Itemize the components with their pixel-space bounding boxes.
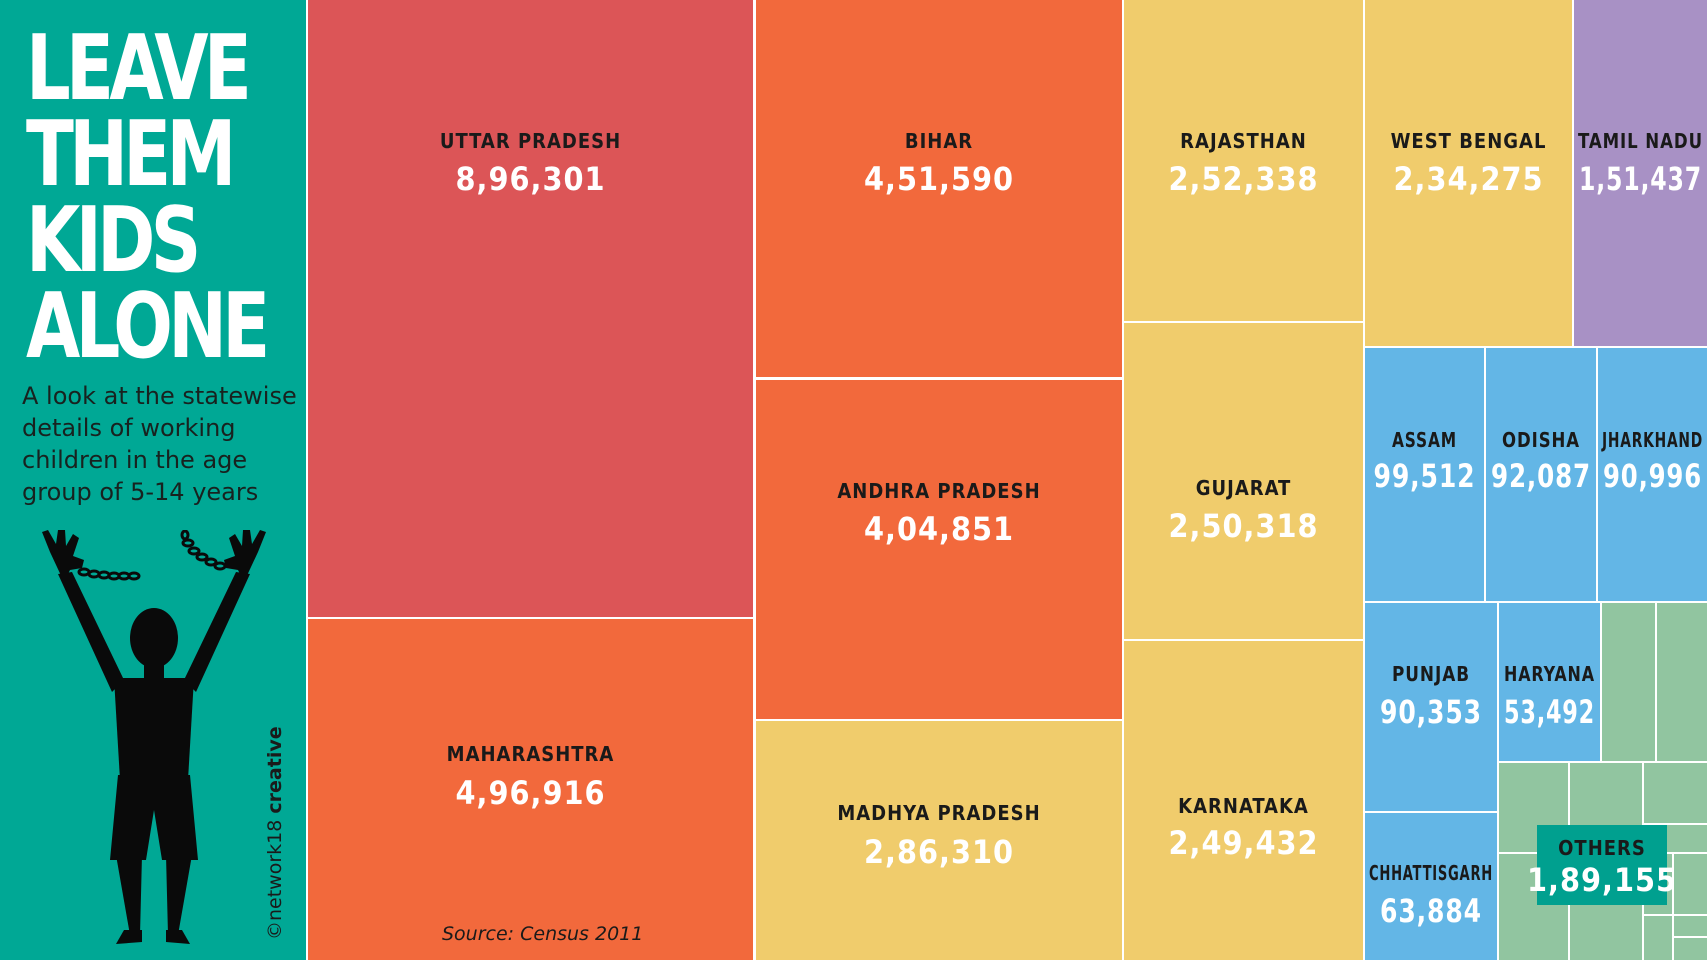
- label-name-madhya-pradesh: MADHYA PRADESH: [837, 801, 1040, 825]
- label-value-bihar: 4,51,590: [864, 160, 1014, 198]
- label-value-odisha: 92,087: [1491, 457, 1591, 495]
- others-badge: [1537, 825, 1667, 905]
- label-value-gujarat: 2,50,318: [1168, 507, 1318, 545]
- others-tile: [1602, 603, 1655, 761]
- cell-madhya-pradesh: [756, 721, 1122, 960]
- others-tile: [1657, 603, 1707, 761]
- label-name-andhra-pradesh: ANDHRA PRADESH: [837, 479, 1040, 503]
- label-value-uttar-pradesh: 8,96,301: [455, 160, 605, 198]
- cell-karnataka: [1124, 641, 1363, 960]
- label-name-west-bengal: WEST BENGAL: [1391, 129, 1547, 153]
- others-tile: [1674, 916, 1707, 936]
- cell-rajasthan: [1124, 0, 1363, 321]
- label-name-jharkhand: JHARKHAND: [1601, 428, 1703, 452]
- label-value-west-bengal: 2,34,275: [1393, 160, 1543, 198]
- title-line-2: THEM: [26, 102, 236, 207]
- cell-bihar: [756, 0, 1122, 377]
- label-value-assam: 99,512: [1374, 457, 1476, 495]
- others-tile: [1674, 938, 1707, 960]
- others-tile: [1674, 854, 1707, 914]
- cell-jharkhand: [1598, 348, 1707, 601]
- label-name-maharashtra: MAHARASHTRA: [447, 742, 615, 766]
- chart-subtitle: A look at the statewise details of worki…: [22, 382, 297, 506]
- label-name-rajasthan: RAJASTHAN: [1180, 129, 1307, 153]
- label-name-others: OTHERS: [1558, 836, 1646, 860]
- cell-assam: [1365, 348, 1484, 601]
- label-name-tamil-nadu: TAMIL NADU: [1578, 129, 1703, 153]
- cell-chhattisgarh: [1365, 813, 1497, 960]
- title-line-1: LEAVE: [26, 16, 252, 121]
- child-silhouette-icon: [42, 530, 266, 944]
- cell-odisha: [1486, 348, 1596, 601]
- label-value-rajasthan: 2,52,338: [1168, 160, 1318, 198]
- others-tile: [1644, 763, 1707, 823]
- source-note: Source: Census 2011: [442, 923, 644, 945]
- cell-uttar-pradesh: [308, 0, 753, 617]
- cell-gujarat: [1124, 323, 1363, 639]
- cell-andhra-pradesh: [756, 380, 1122, 719]
- label-value-andhra-pradesh: 4,04,851: [864, 510, 1014, 548]
- label-value-karnataka: 2,49,432: [1168, 824, 1318, 862]
- label-value-chhattisgarh: 63,884: [1380, 892, 1482, 930]
- label-name-chhattisgarh: CHHATTISGARH: [1369, 861, 1493, 885]
- label-name-punjab: PUNJAB: [1392, 662, 1470, 686]
- label-value-jharkhand: 90,996: [1603, 457, 1702, 495]
- cell-tamil-nadu: [1574, 0, 1707, 346]
- label-value-tamil-nadu: 1,51,437: [1579, 160, 1702, 198]
- title-panel: LEAVE THEM KIDS ALONE A look at the stat…: [0, 0, 306, 960]
- label-name-karnataka: KARNATAKA: [1178, 794, 1309, 818]
- label-name-haryana: HARYANA: [1504, 662, 1595, 686]
- title-line-3: KIDS: [26, 188, 201, 293]
- cell-maharashtra: [308, 619, 753, 960]
- label-name-uttar-pradesh: UTTAR PRADESH: [440, 129, 621, 153]
- label-name-gujarat: GUJARAT: [1196, 476, 1292, 500]
- label-value-punjab: 90,353: [1380, 693, 1482, 731]
- cell-punjab: [1365, 603, 1497, 811]
- label-value-haryana: 53,492: [1504, 693, 1595, 731]
- label-value-maharashtra: 4,96,916: [455, 774, 605, 812]
- cell-haryana: [1499, 603, 1600, 761]
- chart-title: LEAVE THEM KIDS ALONE: [26, 16, 270, 379]
- others-tile: [1644, 916, 1672, 960]
- label-name-assam: ASSAM: [1392, 428, 1457, 452]
- title-line-4: ALONE: [26, 274, 270, 379]
- cell-west-bengal: [1365, 0, 1572, 346]
- label-name-odisha: ODISHA: [1502, 428, 1580, 452]
- label-value-others: 1,89,155: [1527, 861, 1677, 899]
- label-name-bihar: BIHAR: [905, 129, 973, 153]
- label-value-madhya-pradesh: 2,86,310: [864, 833, 1014, 871]
